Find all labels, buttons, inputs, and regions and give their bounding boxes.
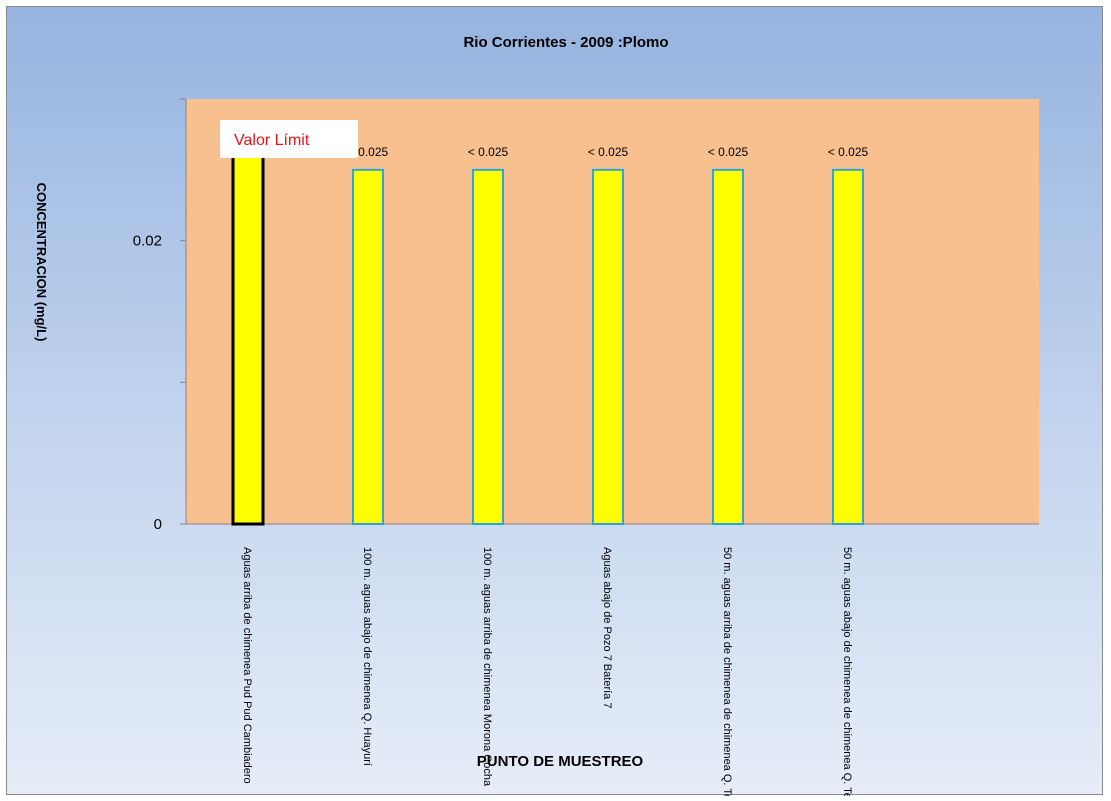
y-tick-label: 0.02: [133, 233, 162, 250]
bars: [231, 154, 864, 526]
value-label-4: < 0.025: [588, 145, 629, 159]
bar-1: [231, 154, 265, 526]
bar-4: [592, 168, 624, 525]
y-axis-label: CONCENTRACION (mg/L): [34, 183, 49, 342]
bar-6: [832, 168, 864, 525]
chart-frame: Rio Corrientes - 2009 :Plomo 00.02 0.026…: [6, 6, 1103, 796]
legend-box: [220, 120, 358, 158]
value-label-3: < 0.025: [468, 145, 509, 159]
chart-svg: Rio Corrientes - 2009 :Plomo 00.02 0.026…: [34, 34, 1039, 796]
category-label-2: 100 m. aguas abajo de chimenea Q. Huayur…: [361, 547, 373, 766]
category-label-1: Aguas arriba de chimenea Pud Pud Cambiad…: [241, 547, 253, 784]
y-tick-label: 0: [154, 516, 162, 533]
category-label-5: 50 m. aguas arriba de chimenea de chimen…: [721, 547, 733, 796]
category-label-6: 50 m. aguas abajo de chimenea de chimene…: [841, 547, 853, 796]
bar-3: [472, 168, 504, 525]
legend-label: Valor Límit: [234, 132, 310, 149]
value-label-5: < 0.025: [708, 145, 749, 159]
bar-5: [712, 168, 744, 525]
y-axis-title: CONCENTRACION (mg/L): [34, 183, 49, 342]
category-label-4: Aguas abajo de Pozo 7 Batería 7: [601, 547, 613, 708]
category-label-3: 100 m. aguas arriba de chimenea Morona C…: [481, 547, 493, 787]
value-label-6: < 0.025: [828, 145, 869, 159]
chart-title: Rio Corrientes - 2009 :Plomo: [463, 34, 668, 51]
y-ticks: 00.02: [133, 98, 186, 533]
x-axis-title: PUNTO DE MUESTREO: [477, 753, 644, 770]
category-labels: Aguas arriba de chimenea Pud Pud Cambiad…: [241, 547, 853, 796]
bar-2: [352, 168, 384, 525]
